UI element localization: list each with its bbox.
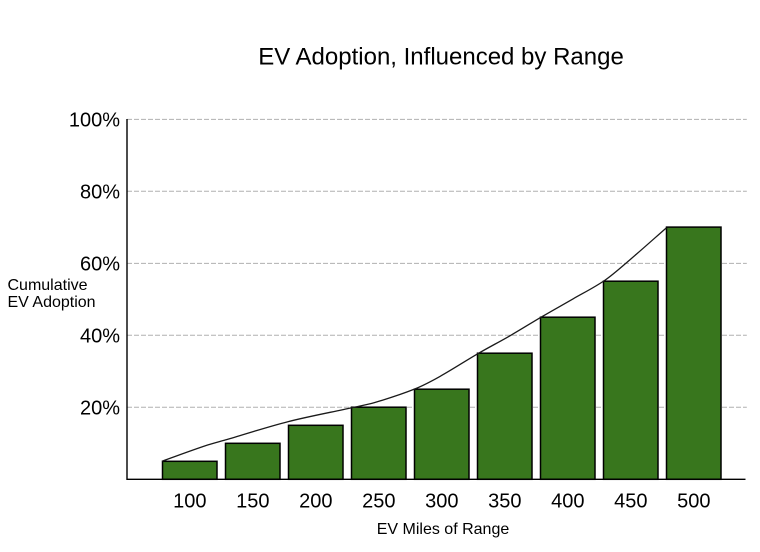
svg-text:100%: 100% — [69, 109, 120, 131]
svg-text:100: 100 — [173, 491, 206, 513]
svg-text:150: 150 — [236, 491, 269, 513]
svg-text:Cumulative: Cumulative — [8, 277, 88, 294]
svg-text:EV Adoption, Influenced by Ran: EV Adoption, Influenced by Range — [258, 43, 624, 70]
svg-text:80%: 80% — [80, 181, 120, 203]
svg-text:200: 200 — [299, 491, 332, 513]
svg-text:40%: 40% — [80, 325, 120, 347]
svg-text:60%: 60% — [80, 253, 120, 275]
svg-text:EV Miles of Range: EV Miles of Range — [377, 521, 510, 538]
svg-text:20%: 20% — [80, 398, 120, 420]
svg-text:500: 500 — [677, 491, 710, 513]
svg-text:450: 450 — [614, 491, 647, 513]
svg-text:300: 300 — [425, 491, 458, 513]
svg-text:250: 250 — [362, 491, 395, 513]
svg-text:400: 400 — [551, 491, 584, 513]
svg-text:EV Adoption: EV Adoption — [8, 294, 96, 311]
svg-text:350: 350 — [488, 491, 521, 513]
